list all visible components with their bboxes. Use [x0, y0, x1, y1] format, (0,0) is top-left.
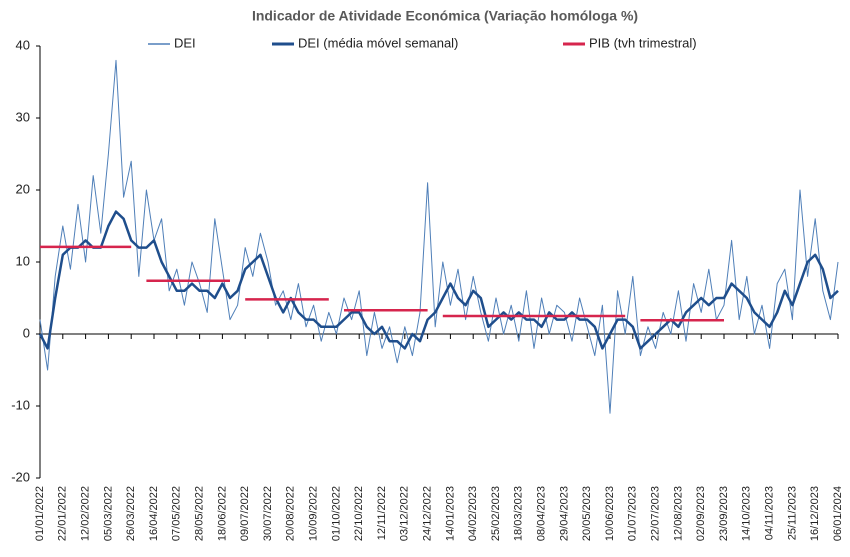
chart-title: Indicador de Atividade Económica (Variaç… [252, 8, 638, 24]
x-tick-label: 01/10/2022 [330, 486, 342, 541]
x-tick-label: 22/10/2022 [353, 486, 365, 541]
x-tick-label: 02/09/2023 [695, 486, 707, 541]
x-tick-label: 10/06/2023 [604, 486, 616, 541]
x-tick-label: 20/05/2023 [581, 486, 593, 541]
y-tick-label: 10 [16, 253, 30, 268]
x-tick-label: 06/01/2024 [832, 486, 844, 541]
legend-label: DEI [174, 35, 196, 50]
x-tick-label: 03/12/2022 [399, 486, 411, 541]
y-tick-label: -10 [11, 397, 30, 412]
y-tick-label: 0 [23, 325, 30, 340]
x-tick-label: 30/07/2022 [262, 486, 274, 541]
x-tick-label: 12/02/2022 [80, 486, 92, 541]
x-tick-label: 07/05/2022 [171, 486, 183, 541]
x-tick-label: 10/09/2022 [308, 486, 320, 541]
x-tick-label: 25/11/2023 [786, 486, 798, 540]
x-tick-label: 12/08/2023 [672, 486, 684, 541]
x-tick-label: 20/08/2022 [285, 486, 297, 541]
x-tick-label: 12/11/2022 [376, 486, 388, 540]
series-line [39, 59, 839, 414]
x-tick-label: 08/04/2023 [536, 486, 548, 541]
x-tick-label: 23/09/2023 [718, 486, 730, 541]
x-tick-label: 26/03/2022 [125, 486, 137, 541]
series-line [38, 210, 839, 350]
x-tick-label: 14/01/2023 [444, 486, 456, 541]
x-tick-label: 16/04/2022 [148, 486, 160, 541]
x-tick-label: 04/11/2023 [764, 486, 776, 540]
x-tick-label: 09/07/2022 [239, 486, 251, 541]
x-tick-label: 01/07/2023 [627, 486, 639, 541]
y-tick-label: -20 [11, 469, 30, 484]
legend-label: PIB (tvh trimestral) [589, 35, 697, 50]
x-tick-label: 25/02/2023 [490, 486, 502, 541]
x-tick-label: 14/10/2023 [741, 486, 753, 541]
y-tick-label: 40 [16, 37, 30, 52]
x-tick-label: 04/02/2023 [467, 486, 479, 541]
x-tick-label: 18/03/2023 [513, 486, 525, 541]
x-tick-label: 18/06/2022 [216, 486, 228, 541]
y-tick-label: 20 [16, 181, 30, 196]
x-tick-label: 16/12/2023 [809, 486, 821, 541]
x-tick-label: 29/04/2023 [558, 486, 570, 541]
x-tick-label: 05/03/2022 [102, 486, 114, 541]
x-tick-label: 01/01/2022 [34, 486, 46, 541]
x-tick-label: 22/01/2022 [57, 486, 69, 541]
x-tick-label: 24/12/2022 [422, 486, 434, 541]
y-tick-label: 30 [16, 109, 30, 124]
x-tick-label: 28/05/2022 [194, 486, 206, 541]
legend-label: DEI (média móvel semanal) [298, 35, 458, 50]
x-tick-label: 22/07/2023 [650, 486, 662, 541]
series-line [40, 245, 724, 322]
